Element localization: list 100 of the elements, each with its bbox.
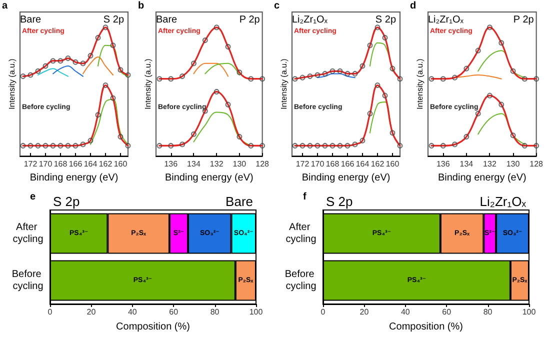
text: d xyxy=(410,0,416,12)
point xyxy=(214,88,220,94)
point xyxy=(110,95,116,101)
point xyxy=(248,76,254,82)
point xyxy=(190,60,196,66)
x-tick-label: 164 xyxy=(356,160,370,168)
point xyxy=(110,42,116,48)
x-tick-label: 162 xyxy=(98,160,113,168)
text: a xyxy=(2,0,8,12)
text: b xyxy=(138,0,144,12)
point xyxy=(168,142,174,148)
x-tick-label: 100 xyxy=(249,308,264,316)
point xyxy=(20,142,26,148)
point xyxy=(125,142,131,148)
point xyxy=(156,142,162,148)
point xyxy=(486,24,492,30)
point xyxy=(95,112,101,118)
x-tick-label: 134 xyxy=(187,160,201,168)
x-tick-label: 0 xyxy=(320,308,326,316)
point xyxy=(464,66,470,72)
point xyxy=(292,142,298,148)
x-tick-label: 160 xyxy=(386,160,400,168)
point xyxy=(374,82,380,88)
point xyxy=(397,76,403,82)
point xyxy=(510,68,516,74)
y-axis-title: Intensity (a.u.) xyxy=(144,58,152,110)
point xyxy=(452,74,458,80)
x-tick-label: 80 xyxy=(483,308,493,316)
x-axis-title: Composition (%) xyxy=(116,322,190,332)
point xyxy=(330,142,336,148)
point xyxy=(522,76,528,82)
point xyxy=(225,44,231,50)
x-tick-label: 128 xyxy=(256,160,270,168)
point xyxy=(118,134,124,140)
point xyxy=(322,70,328,76)
point xyxy=(374,24,380,30)
point xyxy=(314,72,320,78)
point xyxy=(50,58,56,64)
point xyxy=(367,42,373,48)
point xyxy=(307,74,313,80)
chart-subtitle: S 2p xyxy=(375,14,396,26)
point xyxy=(360,63,366,69)
point xyxy=(102,24,108,30)
chart-title: Li₂Zr₁Oₓ xyxy=(480,194,527,209)
x-tick-label: 136 xyxy=(164,160,178,168)
point xyxy=(475,110,481,116)
point xyxy=(156,76,162,82)
point xyxy=(65,56,71,62)
point xyxy=(344,142,350,148)
chart-title: Bare xyxy=(226,194,254,209)
point xyxy=(337,68,343,74)
point xyxy=(534,76,540,82)
point xyxy=(382,92,388,98)
text: f xyxy=(303,192,307,202)
x-tick-label: 40 xyxy=(400,308,410,316)
x-tick-label: 170 xyxy=(310,160,325,168)
point xyxy=(225,102,231,108)
x-tick-label: 132 xyxy=(483,160,497,168)
x-tick-label: 128 xyxy=(530,160,544,168)
point xyxy=(397,142,403,148)
point xyxy=(344,70,350,76)
point xyxy=(58,58,64,64)
x-tick-label: 130 xyxy=(506,160,520,168)
x-tick-label: 166 xyxy=(340,160,355,168)
x-tick-label: 160 xyxy=(114,160,128,168)
point xyxy=(80,60,86,66)
point xyxy=(236,134,242,140)
x-axis-title: Binding energy (eV) xyxy=(302,172,390,184)
x-tick-label: 170 xyxy=(38,160,53,168)
point xyxy=(190,131,196,137)
x-tick-label: 130 xyxy=(232,160,247,168)
x-tick-label: 172 xyxy=(24,160,38,168)
point xyxy=(314,142,320,148)
x-tick-label: 40 xyxy=(128,308,138,316)
x-tick-label: 60 xyxy=(442,308,452,316)
y-axis-title: Intensity (a.u.) xyxy=(8,58,16,110)
point xyxy=(88,52,94,58)
x-axis-title: Composition (%) xyxy=(389,322,463,332)
x-tick-label: 132 xyxy=(210,160,224,168)
point xyxy=(72,59,78,65)
point xyxy=(452,142,458,148)
point xyxy=(428,142,434,148)
point xyxy=(360,138,366,144)
point xyxy=(440,142,446,148)
x-tick-label: 162 xyxy=(370,160,385,168)
point xyxy=(498,40,504,46)
chart-subtitle: S 2p xyxy=(53,194,80,209)
point xyxy=(300,74,306,80)
point xyxy=(28,72,34,78)
x-tick-label: 136 xyxy=(436,160,450,168)
point xyxy=(390,130,396,136)
point xyxy=(498,102,504,108)
point xyxy=(95,34,101,40)
point xyxy=(330,68,336,74)
point xyxy=(260,76,266,82)
point xyxy=(168,76,174,82)
x-tick-label: 172 xyxy=(296,160,310,168)
x-axis-title: Binding energy (eV) xyxy=(30,172,118,184)
y-axis-title: Intensity (a.u.) xyxy=(416,58,424,110)
point xyxy=(390,66,396,72)
